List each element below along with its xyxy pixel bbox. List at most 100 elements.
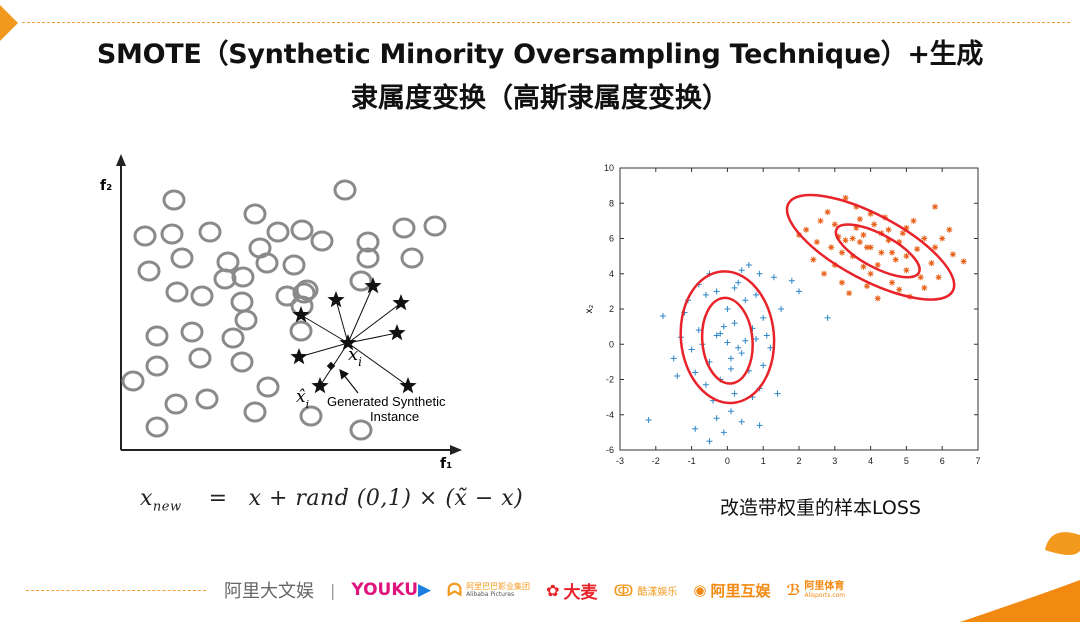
y-tick-label: 4 (609, 269, 614, 279)
majority-circle (356, 247, 380, 269)
data-point-majority (910, 217, 917, 224)
data-point-majority (960, 258, 967, 265)
y-tick-label: -4 (606, 410, 614, 420)
data-point-minority (731, 320, 738, 327)
majority-circle (243, 401, 267, 423)
data-point-majority (853, 203, 860, 210)
data-point-minority (674, 372, 681, 379)
formula-sub-new: new (152, 499, 182, 515)
minority-star (290, 348, 308, 365)
neighbor-line (335, 299, 349, 344)
minority-star (388, 324, 406, 341)
majority-circle (190, 285, 214, 307)
data-point-minority (735, 279, 742, 286)
brand-alibaba-dawenyu: 阿里大文娱 (224, 581, 314, 602)
data-point-majority (853, 224, 860, 231)
y-tick-label: -2 (606, 375, 614, 385)
majority-circle (162, 189, 186, 211)
chart-caption: 改造带权重的样本LOSS (720, 497, 921, 519)
data-point-minority (713, 288, 720, 295)
brand-youku: YOUKU▶ (351, 580, 432, 600)
data-point-majority (914, 246, 921, 253)
data-point-minority (756, 270, 763, 277)
minority-star (364, 277, 382, 294)
data-point-minority (731, 284, 738, 291)
majority-circle (121, 370, 145, 392)
data-point-majority (838, 249, 845, 256)
data-point-majority (821, 270, 828, 277)
x-tick-label: -1 (688, 456, 696, 466)
formula-equals: = (208, 486, 228, 511)
smote-diagram: f₂ f₁ xi x̂i Generated Synthetic Instanc… (100, 154, 462, 472)
data-point-minority (727, 408, 734, 415)
y-axis-arrow (116, 154, 126, 166)
data-point-majority (949, 251, 956, 258)
data-point-majority (874, 261, 881, 268)
data-point-majority (871, 221, 878, 228)
majority-circle (392, 217, 416, 239)
gaussian-ellipse (679, 270, 776, 405)
y-axis-label: x₂ (584, 304, 595, 313)
scatter-chart: -3 -2 -1 0 1 2 3 4 5 6 7 -6 -4 -2 0 2 4 6 8 10 x₂ (584, 163, 981, 466)
neighbor-line (347, 332, 398, 344)
damai-flower-icon: ✿ (546, 580, 560, 600)
majority-circle (234, 309, 258, 331)
data-point-majority (932, 244, 939, 251)
data-point-minority (770, 274, 777, 281)
formula-x: x (140, 486, 153, 511)
data-point-majority (946, 226, 953, 233)
ali-huyu-logo-icon: ◉ (693, 581, 707, 599)
majority-circle (231, 266, 255, 288)
data-point-majority (867, 244, 874, 251)
data-point-minority (720, 323, 727, 330)
data-point-majority (892, 256, 899, 263)
majority-circle (349, 419, 373, 441)
data-point-majority (817, 217, 824, 224)
neighbor-line (300, 314, 349, 344)
majority-circle (255, 252, 279, 274)
data-point-minority (645, 417, 652, 424)
majority-circle (349, 270, 373, 292)
majority-circle (290, 219, 314, 241)
data-point-majority (878, 249, 885, 256)
majority-circle (164, 393, 188, 415)
plot-frame (619, 167, 979, 451)
data-point-majority (889, 249, 896, 256)
gaussian-ellipse (834, 223, 921, 279)
data-point-minority (824, 314, 831, 321)
data-point-majority (903, 267, 910, 274)
majority-circle (282, 254, 306, 276)
neighbor-line (347, 342, 409, 387)
data-point-minority (695, 327, 702, 334)
data-point-minority (735, 344, 742, 351)
gaussian-ellipse (785, 193, 956, 301)
data-point-majority (864, 244, 871, 251)
majority-circle (289, 320, 313, 342)
data-point-minority (713, 332, 720, 339)
majority-circles (121, 179, 447, 441)
synthetic-point-label: x̂i (296, 387, 309, 411)
data-point-minority (724, 306, 731, 312)
data-point-minority (720, 429, 727, 436)
data-point-majority (917, 274, 924, 281)
data-point-majority (846, 290, 853, 297)
bottom-dashed-divider (26, 590, 206, 591)
majority-circle (266, 221, 290, 243)
data-point-majority (899, 230, 906, 237)
data-point-minority (702, 291, 709, 298)
center-point-label: xi (348, 344, 362, 369)
data-point-majority (885, 237, 892, 244)
data-point-minority (738, 267, 745, 274)
data-point-minority (745, 261, 752, 268)
brand-kuyang: ↂ 酷漾娱乐 (613, 580, 678, 600)
data-point-minority (763, 332, 770, 339)
data-point-minority (670, 355, 677, 362)
majority-circle (221, 327, 245, 349)
data-point-minority (727, 355, 734, 362)
neighbor-line (347, 302, 402, 344)
majority-circle (188, 347, 212, 369)
data-point-majority (921, 284, 928, 291)
data-point-majority (903, 253, 910, 260)
majority-circle (243, 203, 267, 225)
data-point-majority (831, 221, 838, 228)
